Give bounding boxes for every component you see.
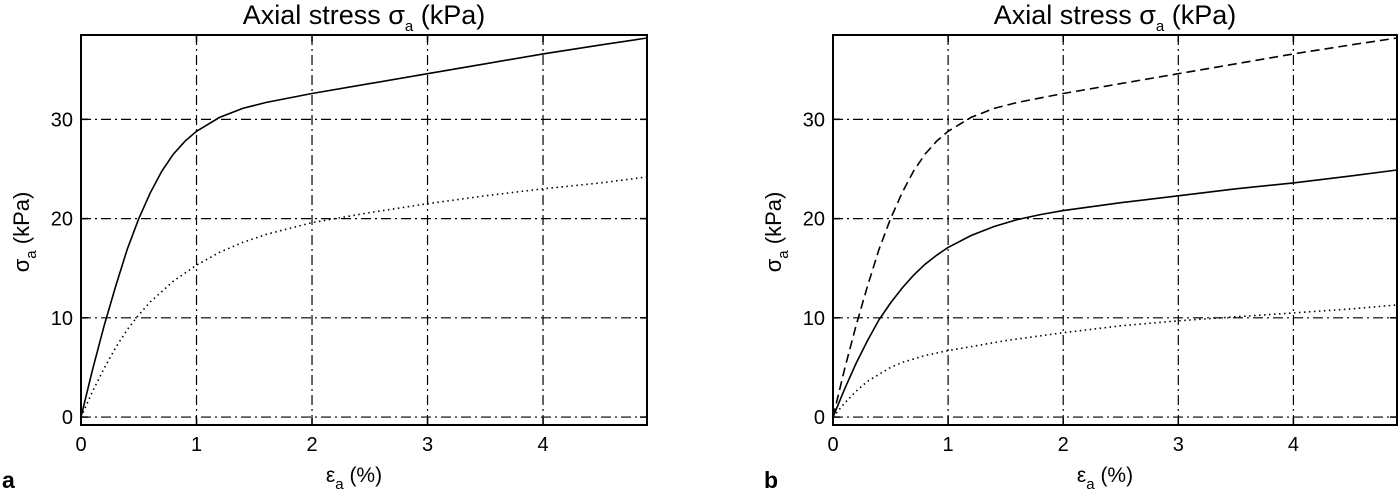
x-axis-label-tail: (%) — [1095, 464, 1134, 487]
x-axis-label-subscript: a — [1086, 476, 1095, 493]
y-axis-label-main: σ — [9, 258, 34, 272]
plot-frame — [80, 34, 648, 426]
chart-title: Axial stress σa (kPa) — [994, 0, 1237, 35]
y-tick-label: 20 — [51, 209, 73, 231]
x-axis-label-tail: (%) — [344, 464, 383, 487]
chart-title-tail: (kPa) — [413, 0, 485, 30]
y-axis-label-group: σa (kPa) — [761, 192, 792, 273]
x-tick-label: 4 — [537, 434, 548, 456]
series-line-solid — [832, 169, 1398, 418]
y-tick-label: 0 — [62, 407, 73, 429]
chart-title-subscript: a — [405, 18, 414, 35]
panel-label: a — [2, 467, 15, 493]
x-tick-label: 2 — [306, 434, 317, 456]
y-axis-label: σa (kPa) — [9, 192, 40, 273]
y-axis-label-subscript: a — [23, 250, 40, 259]
x-tick-label: 0 — [827, 434, 838, 456]
y-tick-label: 30 — [803, 109, 825, 131]
x-tick-label: 4 — [1288, 434, 1299, 456]
y-tick-label: 0 — [814, 407, 825, 429]
y-axis-label-tail: (kPa) — [761, 192, 786, 251]
plot-frame — [832, 34, 1398, 426]
x-tick-label: 3 — [1173, 434, 1184, 456]
y-tick-label: 30 — [51, 109, 73, 131]
chart-title-subscript: a — [1156, 18, 1165, 35]
y-tick-label: 10 — [803, 308, 825, 330]
chart-title: Axial stress σa (kPa) — [243, 0, 486, 35]
series-line-dotted — [80, 176, 648, 418]
y-axis-label-tail: (kPa) — [9, 192, 34, 251]
chart-title-main: Axial stress σ — [994, 0, 1157, 30]
x-axis-label: εa (%) — [326, 464, 382, 493]
panel-label: b — [764, 467, 778, 493]
x-axis-label-main: ε — [1077, 464, 1086, 487]
x-tick-label: 0 — [75, 434, 86, 456]
x-axis-label-subscript: a — [335, 476, 344, 493]
y-tick-label: 10 — [51, 308, 73, 330]
chart-title-main: Axial stress σ — [243, 0, 406, 30]
chart-title-tail: (kPa) — [1164, 0, 1236, 30]
series-line-dotted — [832, 304, 1398, 418]
x-tick-label: 3 — [422, 434, 433, 456]
x-tick-label: 1 — [191, 434, 202, 456]
y-axis-label: σa (kPa) — [761, 192, 792, 273]
y-axis-label-main: σ — [761, 258, 786, 272]
y-tick-label: 20 — [803, 209, 825, 231]
series-line-solid — [80, 37, 648, 418]
y-axis-label-subscript: a — [775, 250, 792, 259]
series-line-dashed — [832, 37, 1398, 418]
x-tick-label: 1 — [943, 434, 954, 456]
x-tick-label: 2 — [1058, 434, 1069, 456]
y-axis-label-group: σa (kPa) — [9, 192, 40, 273]
x-axis-label-main: ε — [326, 464, 335, 487]
x-axis-label: εa (%) — [1077, 464, 1133, 493]
